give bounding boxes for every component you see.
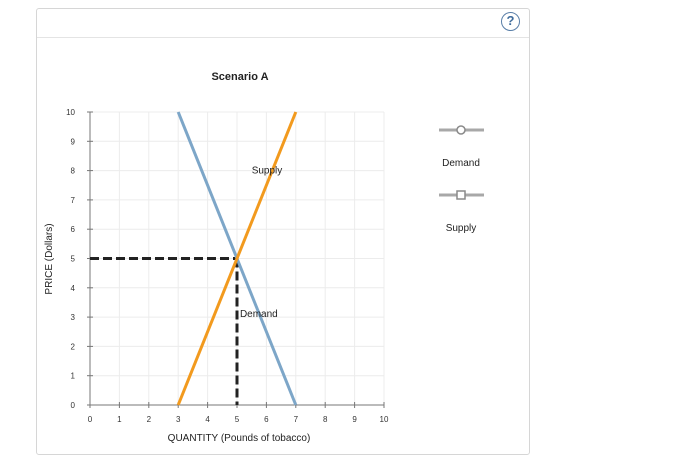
x-axis-label: QUANTITY (Pounds of tobacco) — [168, 433, 311, 444]
circle-marker-icon — [456, 125, 466, 135]
y-tick-label: 8 — [71, 167, 76, 176]
graph-panel — [36, 8, 530, 455]
curves[interactable] — [176, 111, 298, 406]
curve-labels: Demand Supply — [240, 166, 282, 321]
square-marker-icon — [456, 190, 466, 200]
legend-label: Demand — [442, 158, 480, 169]
demand-curve-label: Demand — [240, 309, 278, 320]
legend-entry-demand[interactable]: Demand — [439, 125, 484, 169]
x-tick-label: 9 — [352, 415, 357, 424]
y-tick-label: 3 — [71, 313, 76, 322]
legend-label: Supply — [446, 223, 477, 234]
x-tick-label: 2 — [147, 415, 152, 424]
panel-header — [37, 9, 529, 38]
x-tick-label: 0 — [88, 415, 93, 424]
tick-labels: 0 1 2 3 4 5 6 7 8 9 10 0 1 2 3 4 5 6 7 8 9 10 — [66, 108, 389, 424]
y-tick-label: 5 — [71, 255, 76, 264]
x-tick-label: 3 — [176, 415, 181, 424]
x-tick-label: 8 — [323, 415, 328, 424]
equilibrium-guides — [90, 257, 239, 405]
help-icon[interactable]: ? — [501, 12, 520, 31]
chart-title: Scenario A — [211, 71, 268, 83]
x-tick-label: 5 — [235, 415, 240, 424]
y-tick-label: 7 — [71, 196, 76, 205]
supply-curve-label: Supply — [252, 166, 283, 177]
y-tick-label: 2 — [71, 342, 76, 351]
x-tick-label: 1 — [117, 415, 122, 424]
y-tick-label: 4 — [71, 284, 76, 293]
y-axis-label: PRICE (Dollars) — [44, 223, 55, 294]
y-tick-label: 10 — [66, 108, 75, 117]
legend: Demand Supply — [439, 125, 484, 234]
supply-curve[interactable] — [176, 111, 298, 406]
x-tick-label: 10 — [380, 415, 389, 424]
y-tick-label: 0 — [71, 401, 76, 410]
x-tick-label: 6 — [264, 415, 269, 424]
y-tick-label: 6 — [71, 225, 76, 234]
legend-entry-supply[interactable]: Supply — [439, 190, 484, 234]
x-tick-label: 4 — [205, 415, 210, 424]
x-tick-label: 7 — [294, 415, 299, 424]
y-tick-label: 9 — [71, 137, 76, 146]
y-tick-label: 1 — [71, 372, 76, 381]
